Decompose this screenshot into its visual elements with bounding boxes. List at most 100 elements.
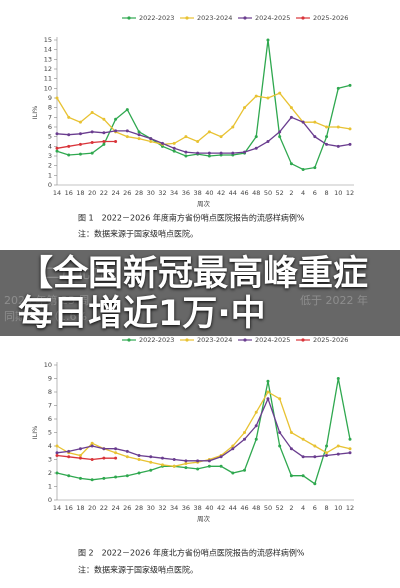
data-point <box>114 475 118 479</box>
data-point <box>114 451 118 455</box>
data-point <box>313 482 317 486</box>
x-tick-label: 8 <box>324 189 328 197</box>
data-point <box>184 150 188 154</box>
data-point <box>289 162 293 166</box>
y-tick-label: 6 <box>48 123 52 131</box>
x-tick-label: 42 <box>217 189 225 197</box>
data-point <box>149 468 153 472</box>
series-line <box>56 92 351 146</box>
data-point <box>196 459 200 463</box>
data-point <box>78 453 82 457</box>
data-point <box>125 455 129 459</box>
x-tick-label: 26 <box>123 189 131 197</box>
y-tick-label: 7 <box>48 113 52 121</box>
x-tick-label: 16 <box>65 189 73 197</box>
x-tick-label: 34 <box>170 189 178 197</box>
data-point <box>231 447 235 451</box>
data-point <box>301 474 305 478</box>
data-point <box>348 83 352 87</box>
data-point <box>172 141 176 145</box>
data-point <box>219 464 223 468</box>
x-tick-label: 34 <box>170 504 178 512</box>
x-tick-label: 32 <box>158 504 166 512</box>
data-point <box>243 431 247 434</box>
data-point <box>137 137 141 141</box>
x-tick-label: 12 <box>346 504 354 512</box>
background-text: 2025 年第 23 周 <box>4 294 90 307</box>
y-tick-label: 14 <box>44 46 52 54</box>
x-tick-label: 24 <box>111 189 119 197</box>
data-point <box>278 135 282 139</box>
legend-swatch <box>127 16 131 20</box>
x-tick-label: 20 <box>88 189 96 197</box>
y-tick-label: 3 <box>48 456 52 464</box>
data-point <box>160 463 164 467</box>
headline-overlay: （二）北方 2025 年第 23 周 低于 2022 年 同期水平（1.6% 【… <box>0 250 400 336</box>
data-point <box>348 127 352 131</box>
y-tick-label: 6 <box>48 415 52 423</box>
data-point <box>254 437 258 441</box>
data-point <box>313 166 317 170</box>
legend-swatch <box>185 16 189 20</box>
x-tick-label: 50 <box>264 189 272 197</box>
legend-label: 2025-2026 <box>313 336 348 344</box>
data-point <box>102 131 106 135</box>
background-text: （二）北方 <box>30 264 106 282</box>
data-point <box>196 140 200 143</box>
data-point <box>102 447 106 451</box>
data-point <box>243 437 247 441</box>
x-tick-label: 52 <box>276 189 284 197</box>
x-tick-label: 26 <box>123 504 131 512</box>
series-line <box>56 391 351 467</box>
legend-label: 2022-2023 <box>139 14 174 22</box>
data-point <box>207 459 211 463</box>
figure-caption: 图 2 2022－2026 年度北方省份哨点医院报告的流感样病例% <box>78 548 305 558</box>
y-tick-label: 0 <box>48 181 52 189</box>
x-tick-label: 52 <box>276 504 284 512</box>
data-point <box>78 152 82 156</box>
data-point <box>266 379 270 383</box>
x-axis-label: 周次 <box>197 199 211 208</box>
y-tick-label: 8 <box>48 104 52 112</box>
data-point <box>301 455 305 459</box>
y-tick-label: 13 <box>44 55 52 63</box>
data-point <box>254 94 258 98</box>
data-point <box>325 451 329 455</box>
y-tick-label: 4 <box>48 442 52 450</box>
data-point <box>55 444 59 448</box>
background-text: 同期水平（1.6% <box>4 310 87 323</box>
data-point <box>289 106 293 110</box>
data-point <box>78 132 82 136</box>
data-point <box>231 125 235 129</box>
legend-label: 2022-2023 <box>139 336 174 344</box>
data-point <box>289 115 293 119</box>
data-point <box>78 120 82 124</box>
data-point <box>184 459 188 463</box>
data-point <box>67 153 71 157</box>
x-tick-label: 22 <box>100 504 108 512</box>
data-point <box>313 135 317 139</box>
x-tick-label: 44 <box>229 504 237 512</box>
data-point <box>184 462 188 466</box>
x-tick-label: 14 <box>53 189 61 197</box>
x-tick-label: 8 <box>324 504 328 512</box>
data-point <box>78 447 82 451</box>
y-tick-label: 11 <box>44 75 52 83</box>
y-tick-label: 8 <box>48 388 52 396</box>
data-point <box>114 140 118 143</box>
data-point <box>184 154 188 158</box>
data-point <box>114 447 118 451</box>
data-point <box>207 130 211 134</box>
data-point <box>125 449 129 453</box>
data-point <box>336 377 340 380</box>
data-point <box>219 135 223 139</box>
data-point <box>90 478 94 482</box>
data-point <box>325 444 329 448</box>
data-point <box>67 133 71 137</box>
x-tick-label: 24 <box>111 504 119 512</box>
data-point <box>313 455 317 459</box>
y-tick-label: 1 <box>48 171 52 179</box>
legend-swatch <box>243 338 247 342</box>
data-point <box>67 474 71 478</box>
